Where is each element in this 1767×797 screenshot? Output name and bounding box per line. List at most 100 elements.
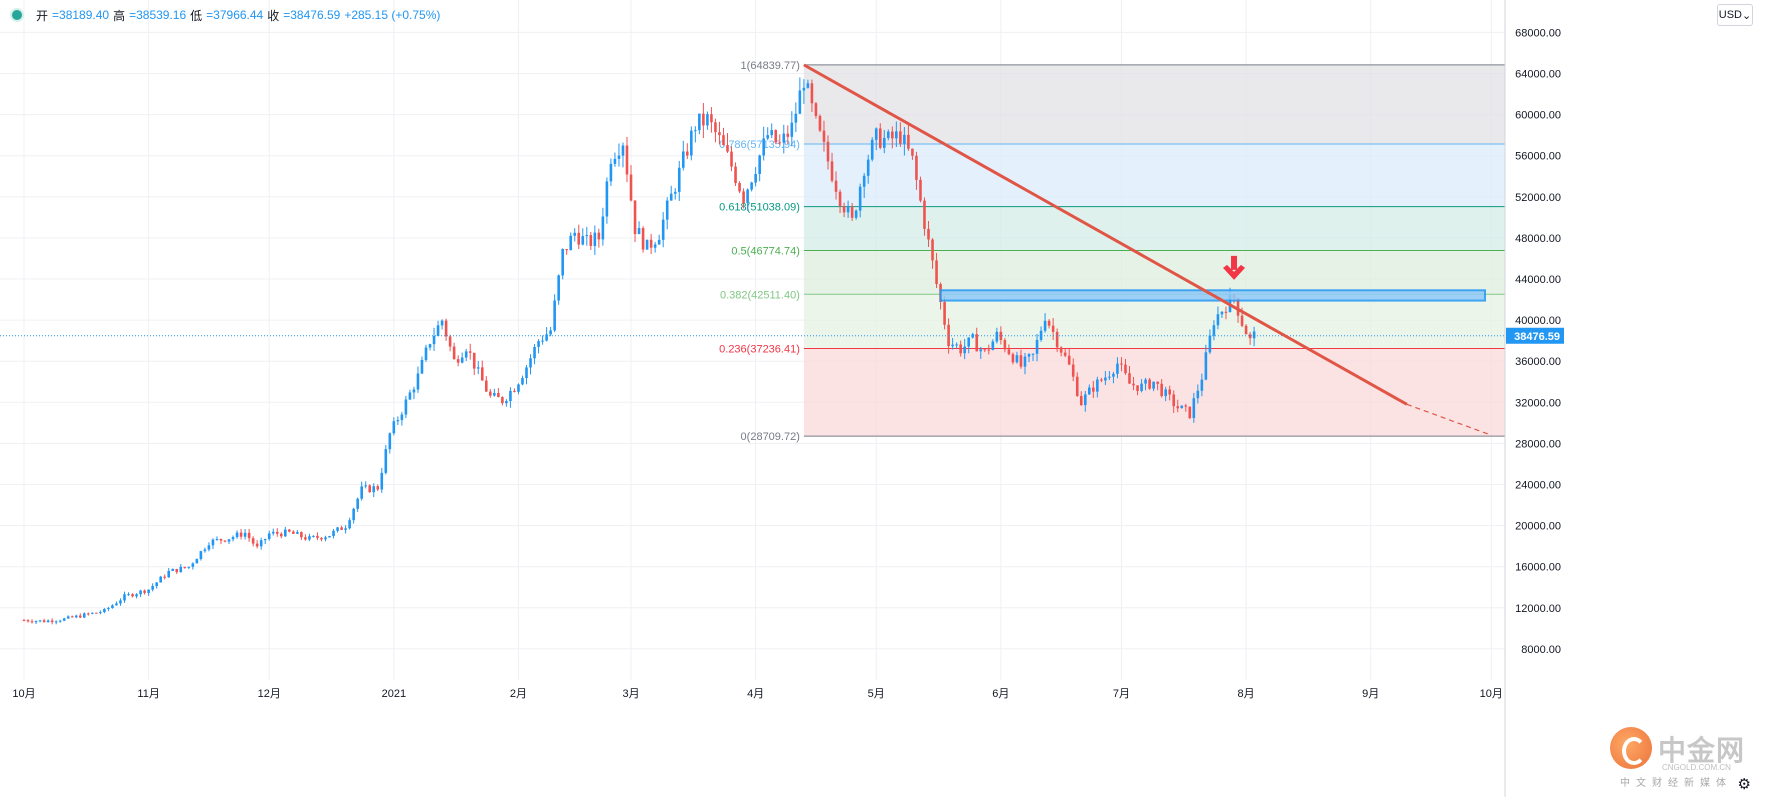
candle-body [456,359,460,363]
candle-body [1083,394,1087,406]
candle-body [1152,381,1155,389]
candle-body [1248,334,1252,339]
candle-body [553,300,556,331]
candle-body [485,380,488,392]
y-tick-label: 20000.00 [1515,521,1561,533]
candle-body [513,390,516,392]
candle-body [1140,383,1143,392]
candle-body [911,148,914,156]
candle-body [207,545,211,550]
candle-body [87,613,90,615]
candle-body [123,594,126,601]
candle-body [263,539,267,541]
candle-body [1019,355,1023,367]
candle-body [754,173,757,183]
candle-body [231,537,235,540]
candle-body [601,216,605,240]
y-tick-label: 64000.00 [1515,69,1561,81]
candle-body [448,336,452,347]
candle-body [746,189,749,204]
candle-body [58,620,62,622]
candle-body [103,608,106,613]
candle-body [509,390,512,401]
candle-body [710,114,713,123]
watermark: 中金网 CNGOLD.COM.CN 中文财经新媒体 [1610,727,1760,789]
candle-body [786,133,790,137]
candle-body [348,520,351,529]
candle-body [545,334,548,341]
candle-body [324,537,327,540]
candle-body [585,235,589,237]
candle-body [999,331,1003,341]
candle-body [1144,379,1147,384]
candle-body [440,320,444,326]
candle-body [645,239,649,250]
candle-body [1011,354,1015,363]
candle-body [78,615,82,618]
trendline [803,63,1408,406]
cngold-logo-icon [1610,727,1652,769]
candle-body [718,132,721,136]
candle-body [826,141,830,162]
candle-body [70,616,74,618]
candle-body [436,325,440,336]
candle-body [1015,355,1019,363]
candle-body [267,533,271,540]
candle-body [320,537,323,540]
open-label: 开 [36,8,49,23]
candle-body [376,486,380,490]
candle-body [388,433,392,450]
candle-body [275,531,279,534]
candle-body [931,239,934,261]
candle-body [533,346,536,359]
candle-body [199,551,203,560]
candle-body [1051,325,1055,332]
candle-body [569,235,573,251]
candle-body [517,384,520,392]
candle-body [151,586,154,590]
candle-body [135,594,138,597]
candle-body [959,344,962,354]
candle-body [432,335,436,345]
candle-body [296,532,299,534]
x-tick-label: 3月 [622,688,639,700]
candle-body [541,340,544,342]
candle-body [842,206,846,213]
candle-body [935,260,938,285]
candle-body [1063,352,1067,356]
candle-body [991,341,995,350]
candle-body [951,344,954,347]
x-tick-label: 9月 [1362,688,1379,700]
candle-body [46,620,50,623]
candle-body [380,472,384,490]
candle-body [903,134,906,144]
candle-body [557,275,560,301]
candle-body [1023,356,1027,367]
candle-body [1240,315,1244,326]
candle-body [814,103,818,116]
candle-body [1148,379,1151,389]
candle-body [714,122,717,133]
candle-body [171,568,175,571]
settings-gear-icon[interactable]: ⚙ [1737,776,1751,793]
price-axis: 8000.00 12000.00 16000.00 20000.00 24000.00 2… [1504,0,1561,797]
candle-body [561,249,564,276]
candle-body [690,130,693,156]
y-tick-label: 24000.00 [1515,480,1561,492]
x-tick-label: 6月 [992,688,1009,700]
candle-body [738,183,741,192]
candle-body [915,155,918,180]
candle-body [1035,339,1039,354]
candle-body [537,341,540,347]
candle-body [657,239,661,245]
candle-body [1196,390,1200,399]
candle-body [686,151,689,156]
candlestick-series [22,77,1256,625]
candle-body [38,620,42,622]
y-tick-label: 56000.00 [1515,151,1561,163]
currency-button[interactable]: USD ⌄ [1717,4,1753,26]
candle-body [259,540,263,547]
candle-body [1164,389,1167,397]
candle-body [742,191,745,204]
